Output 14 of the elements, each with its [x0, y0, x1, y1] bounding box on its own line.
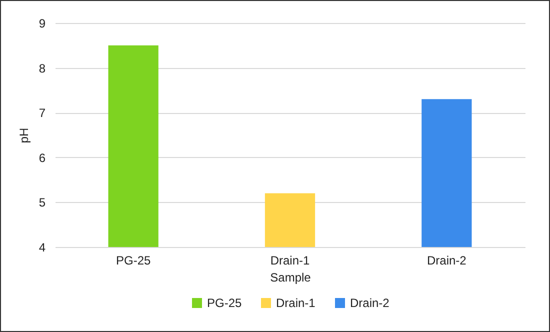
- y-tick-label: 5: [38, 196, 46, 210]
- y-tick-label: 9: [38, 16, 46, 30]
- x-tick-label: Drain-2: [426, 254, 467, 268]
- x-axis-title: Sample: [270, 270, 312, 284]
- x-tick-label: PG-25: [116, 254, 151, 268]
- y-axis-title: pH: [16, 128, 31, 144]
- legend-label: PG-25: [207, 296, 242, 310]
- legend-label: Drain-1: [276, 296, 316, 310]
- y-tick-label: 6: [38, 150, 46, 165]
- y-tick-label: 4: [38, 240, 46, 254]
- y-tick-label: 8: [38, 61, 46, 76]
- legend-label: Drain-2: [350, 296, 390, 310]
- y-tick-label: 7: [38, 106, 46, 120]
- x-tick-label: Drain-1: [270, 254, 310, 268]
